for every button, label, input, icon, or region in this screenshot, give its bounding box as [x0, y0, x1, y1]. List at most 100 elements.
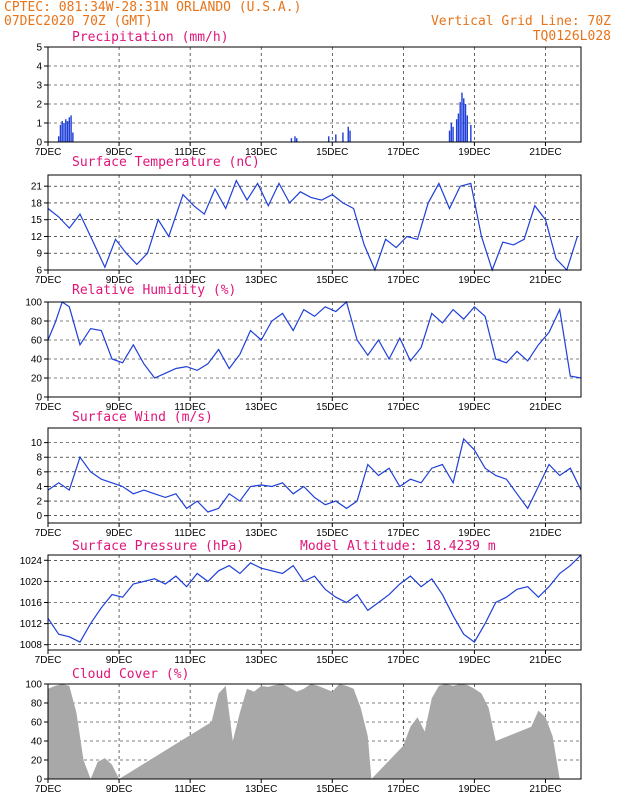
- temperature-x-tick-label: 19DEC: [458, 275, 490, 286]
- precipitation-y-tick-label: 0: [36, 138, 42, 149]
- header-grid-line: Vertical Grid Line: 70Z: [431, 14, 611, 29]
- precipitation-bar: [347, 126, 349, 142]
- precipitation-y-tick-label: 5: [36, 43, 42, 54]
- temperature-y-tick-label: 6: [36, 266, 42, 277]
- pressure-x-tick-label: 19DEC: [458, 655, 490, 666]
- model-altitude-label: Model Altitude: 18.4239 m: [300, 539, 496, 554]
- precipitation-y-tick-label: 1: [36, 119, 42, 130]
- wind-frame: [47, 427, 582, 524]
- panel-humidity: Relative Humidity (%) 0 20 40 60 80 100 7DEC 9D…: [25, 283, 582, 413]
- pressure-y-tick-label: 1016: [20, 598, 43, 609]
- pressure-x-tick-label: 13DEC: [245, 655, 277, 666]
- humidity-x-tick-label: 7DEC: [35, 402, 62, 413]
- cloud-cover-frame: [47, 683, 582, 780]
- pressure-x-tick-label: 11DEC: [174, 655, 206, 666]
- precipitation-bar: [294, 136, 296, 142]
- pressure-title: Surface Pressure (hPa): [72, 539, 244, 554]
- precipitation-bar: [65, 119, 67, 142]
- wind-y-tick-label: 2: [36, 497, 42, 508]
- cloud-cover-x-tick-label: 9DEC: [106, 784, 133, 795]
- precipitation-bar: [457, 113, 460, 142]
- humidity-y-tick-label: 40: [31, 355, 43, 366]
- precipitation-bar: [57, 136, 60, 142]
- wind-x-tick-label: 17DEC: [387, 528, 419, 539]
- humidity-frame: [47, 301, 582, 398]
- wind-x-tick-label: 7DEC: [35, 528, 62, 539]
- precipitation-bar: [448, 130, 451, 142]
- precipitation-bar: [461, 92, 463, 142]
- cloud-cover-x-tick-label: 7DEC: [35, 784, 62, 795]
- temperature-title: Surface Temperature (nC): [72, 155, 260, 170]
- precipitation-bar: [452, 126, 454, 142]
- pressure-x-tick-label: 15DEC: [316, 655, 348, 666]
- humidity-y-tick-label: 80: [31, 317, 43, 328]
- pressure-series-line: [47, 554, 582, 643]
- header-datetime: 07DEC2020 70Z (GMT): [4, 14, 153, 29]
- precipitation-bar: [290, 138, 293, 142]
- precipitation-x-tick-label: 7DEC: [35, 147, 62, 158]
- wind-y-tick-label: 4: [36, 482, 42, 493]
- temperature-x-tick-label: 21DEC: [529, 275, 561, 286]
- pressure-frame: [47, 554, 582, 651]
- cloud-cover-x-tick-label: 17DEC: [387, 784, 419, 795]
- humidity-x-tick-label: 9DEC: [106, 402, 133, 413]
- precipitation-bar: [466, 115, 469, 142]
- wind-x-tick-label: 19DEC: [458, 528, 490, 539]
- temperature-series-line: [47, 179, 578, 272]
- panel-wind: Surface Wind (m/s) 0 2 4 6 8 10 7DEC 9DEC 11DEC 1…: [31, 410, 582, 539]
- precipitation-bar: [296, 138, 298, 142]
- precipitation-bar: [464, 104, 467, 142]
- humidity-x-tick-label: 13DEC: [245, 402, 277, 413]
- pressure-x-tick-label: 17DEC: [387, 655, 419, 666]
- temperature-y-tick-label: 15: [31, 215, 43, 226]
- wind-x-tick-label: 13DEC: [245, 528, 277, 539]
- panel-cloud-cover: Cloud Cover (%) 0 20 40 60 80 100 7DEC 9DEC 11DE…: [25, 667, 582, 795]
- humidity-y-tick-label: 20: [31, 374, 43, 385]
- wind-y-tick-label: 6: [36, 467, 42, 478]
- panel-pressure: Surface Pressure (hPa) Model Altitude: 1…: [20, 539, 582, 666]
- precipitation-bar: [455, 119, 458, 142]
- temperature-x-tick-label: 11DEC: [174, 275, 206, 286]
- precipitation-bar: [335, 134, 337, 142]
- precipitation-bar: [459, 102, 461, 142]
- precipitation-bar: [61, 121, 63, 142]
- precipitation-frame: [47, 46, 582, 143]
- cloud-cover-x-tick-label: 19DEC: [458, 784, 490, 795]
- pressure-y-tick-label: 1020: [20, 577, 43, 588]
- cloud-cover-title: Cloud Cover (%): [72, 667, 189, 682]
- cloud-cover-x-tick-label: 11DEC: [174, 784, 206, 795]
- cloud-cover-y-tick-label: 0: [36, 775, 42, 786]
- precipitation-x-tick-label: 21DEC: [529, 147, 561, 158]
- precipitation-bar: [342, 132, 344, 142]
- panel-temperature: Surface Temperature (nC) 6 9 12 15 18 21 7DEC 9…: [31, 155, 582, 286]
- wind-x-tick-label: 15DEC: [316, 528, 348, 539]
- precipitation-x-tick-label: 17DEC: [387, 147, 419, 158]
- humidity-y-tick-label: 100: [25, 298, 42, 309]
- pressure-x-tick-label: 21DEC: [529, 655, 561, 666]
- temperature-y-tick-label: 9: [36, 249, 42, 260]
- temperature-y-tick-label: 18: [31, 198, 43, 209]
- pressure-x-tick-label: 9DEC: [106, 655, 133, 666]
- cloud-cover-x-tick-label: 21DEC: [529, 784, 561, 795]
- humidity-y-tick-label: 60: [31, 336, 43, 347]
- panel-precipitation: Precipitation (mm/h) 0 1 2 3 4 5 7DEC 9DEC 11DEC…: [35, 30, 582, 158]
- humidity-x-tick-label: 21DEC: [529, 402, 561, 413]
- temperature-x-tick-label: 7DEC: [35, 275, 62, 286]
- wind-x-tick-label: 21DEC: [529, 528, 561, 539]
- cloud-cover-y-tick-label: 40: [31, 737, 43, 748]
- temperature-x-tick-label: 17DEC: [387, 275, 419, 286]
- header-run-id: TQ0126L028: [533, 29, 611, 44]
- precipitation-x-tick-label: 9DEC: [106, 147, 133, 158]
- humidity-title: Relative Humidity (%): [72, 283, 236, 298]
- precipitation-x-tick-label: 19DEC: [458, 147, 490, 158]
- precipitation-y-tick-label: 2: [36, 100, 42, 111]
- wind-title: Surface Wind (m/s): [72, 410, 213, 425]
- temperature-x-tick-label: 15DEC: [316, 275, 348, 286]
- temperature-y-tick-label: 12: [31, 232, 43, 243]
- precipitation-bar: [68, 117, 71, 142]
- cloud-cover-x-tick-label: 15DEC: [316, 784, 348, 795]
- wind-x-tick-label: 11DEC: [174, 528, 206, 539]
- humidity-series-line: [47, 300, 582, 379]
- pressure-y-tick-label: 1008: [20, 640, 43, 651]
- pressure-x-tick-label: 7DEC: [35, 655, 62, 666]
